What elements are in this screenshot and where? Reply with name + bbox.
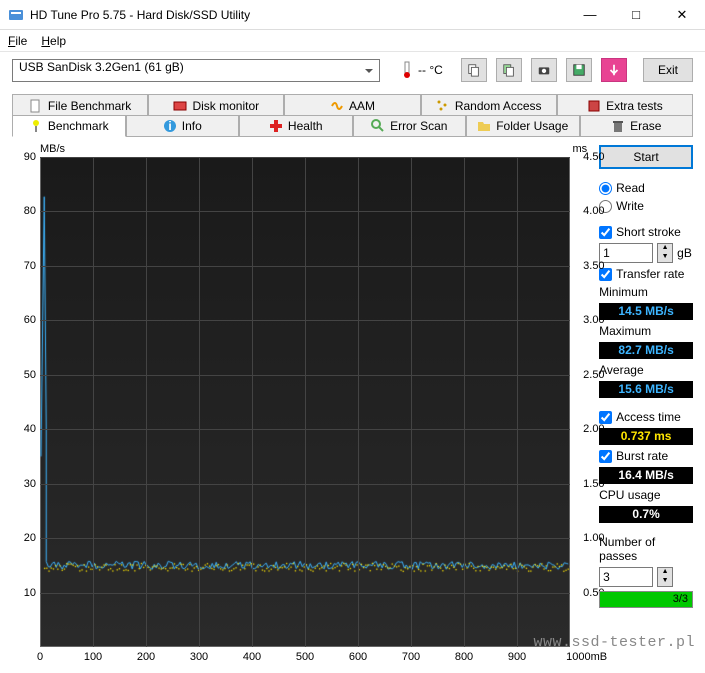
tab-disk-monitor[interactable]: Disk monitor — [148, 94, 284, 116]
close-button[interactable]: ✕ — [659, 0, 705, 30]
tabs-row-2: Benchmark iInfo Health Error Scan Folder… — [12, 115, 693, 137]
maximum-value: 82.7 MB/s — [599, 342, 693, 359]
tabs-row-1: File Benchmark Disk monitor AAM Random A… — [12, 94, 693, 116]
temperature: -- °C — [400, 61, 443, 79]
exit-button[interactable]: Exit — [643, 58, 693, 82]
minimum-value: 14.5 MB/s — [599, 303, 693, 320]
copy-screenshot-button[interactable] — [496, 58, 522, 82]
cpu-usage-value: 0.7% — [599, 506, 693, 523]
thermometer-icon — [400, 61, 414, 79]
y-left-label: MB/s — [40, 143, 65, 155]
burst-rate-check[interactable]: Burst rate — [599, 449, 693, 463]
toolbar: USB SanDisk 3.2Gen1 (61 gB) -- °C Exit — [0, 52, 705, 88]
passes-progress: 3/3 — [599, 591, 693, 608]
passes-spinner[interactable]: ▲▼ — [657, 567, 673, 587]
menu-file[interactable]: File — [8, 34, 27, 48]
passes-label: Number of passes — [599, 535, 693, 563]
save-button[interactable] — [566, 58, 592, 82]
tab-erase[interactable]: Erase — [580, 115, 694, 137]
benchmark-chart: MB/s ms 1000mB 9080706050403020104.504.0… — [12, 145, 591, 673]
tab-random-access[interactable]: Random Access — [421, 94, 557, 116]
passes-input[interactable] — [599, 567, 653, 587]
average-label: Average — [599, 363, 693, 377]
transfer-rate-check[interactable]: Transfer rate — [599, 267, 693, 281]
maximize-button[interactable]: □ — [613, 0, 659, 30]
access-time-check[interactable]: Access time — [599, 410, 693, 424]
x-unit-label: 1000mB — [566, 651, 607, 663]
app-icon — [8, 7, 24, 23]
copy-info-button[interactable] — [461, 58, 487, 82]
tab-folder-usage[interactable]: Folder Usage — [466, 115, 580, 137]
tab-benchmark[interactable]: Benchmark — [12, 115, 126, 137]
read-radio[interactable]: Read — [599, 181, 693, 195]
window-title: HD Tune Pro 5.75 - Hard Disk/SSD Utility — [30, 8, 567, 22]
tab-health[interactable]: Health — [239, 115, 353, 137]
menu-bar: File Help — [0, 30, 705, 52]
tab-extra-tests[interactable]: Extra tests — [557, 94, 693, 116]
drive-select[interactable]: USB SanDisk 3.2Gen1 (61 gB) — [12, 59, 380, 82]
camera-button[interactable] — [531, 58, 557, 82]
tab-info[interactable]: iInfo — [126, 115, 240, 137]
maximum-label: Maximum — [599, 324, 693, 338]
burst-rate-value: 16.4 MB/s — [599, 467, 693, 484]
tab-aam[interactable]: AAM — [284, 94, 420, 116]
menu-help[interactable]: Help — [41, 34, 66, 48]
minimum-label: Minimum — [599, 285, 693, 299]
tab-file-benchmark[interactable]: File Benchmark — [12, 94, 148, 116]
title-bar: HD Tune Pro 5.75 - Hard Disk/SSD Utility… — [0, 0, 705, 30]
side-panel: Start Read Write Short stroke ▲▼ gB Tran… — [599, 145, 693, 673]
watermark: www.ssd-tester.pl — [533, 634, 695, 651]
start-button[interactable]: Start — [599, 145, 693, 169]
write-radio[interactable]: Write — [599, 199, 693, 213]
short-stroke-check[interactable]: Short stroke — [599, 225, 693, 239]
short-stroke-spinner[interactable]: ▲▼ — [657, 243, 673, 263]
access-time-value: 0.737 ms — [599, 428, 693, 445]
svg-text:i: i — [168, 119, 171, 133]
cpu-usage-label: CPU usage — [599, 488, 693, 502]
options-button[interactable] — [601, 58, 627, 82]
minimize-button[interactable]: — — [567, 0, 613, 30]
average-value: 15.6 MB/s — [599, 381, 693, 398]
tab-error-scan[interactable]: Error Scan — [353, 115, 467, 137]
